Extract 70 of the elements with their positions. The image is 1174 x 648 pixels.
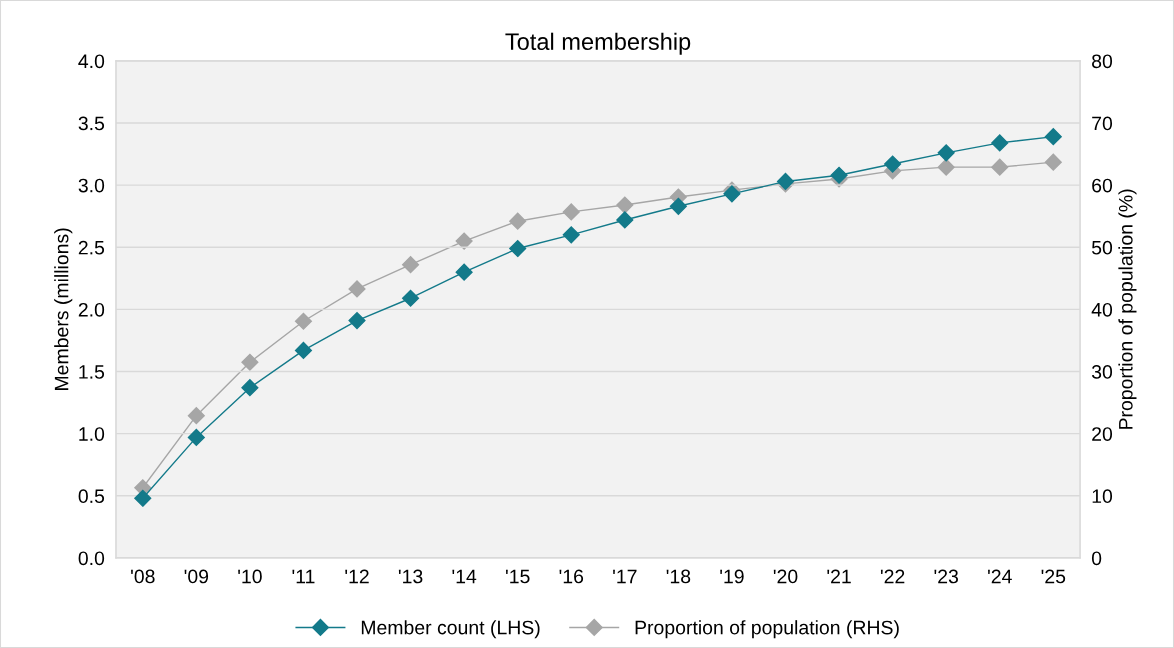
y2-tick-label: 10 [1092, 489, 1113, 504]
x-tick-label: '12 [345, 569, 369, 584]
legend-label: Proportion of population (RHS) [635, 620, 899, 639]
y2-tick-label: 70 [1092, 116, 1113, 131]
point [830, 166, 848, 184]
point [616, 196, 634, 214]
x-tick-label: '23 [934, 569, 958, 584]
legend-label: Member count (LHS) [361, 620, 540, 639]
point [241, 379, 259, 397]
y-tick-label: 3.5 [78, 116, 105, 131]
y-tick-label: 1.0 [79, 427, 105, 441]
y-tick-label: 2.0 [78, 302, 105, 317]
x-tick-label: '13 [398, 569, 423, 584]
point [134, 489, 152, 507]
x-tick-label: '08 [131, 569, 155, 584]
x-tick-label: '10 [238, 569, 262, 584]
y2-tick-label: 80 [1092, 54, 1113, 69]
point [455, 232, 473, 250]
y-tick-label: 3.0 [78, 178, 105, 193]
point [509, 239, 527, 258]
y2-tick-label: 20 [1092, 427, 1113, 441]
y2-tick-label: 0 [1091, 551, 1102, 566]
y-tick-label: 4.0 [78, 54, 105, 69]
point [616, 211, 634, 229]
x-tick-label: '22 [880, 569, 905, 584]
point [669, 197, 687, 215]
point [294, 341, 313, 359]
y2-tick-label: 50 [1091, 240, 1113, 255]
x-tick-label: '19 [720, 569, 744, 584]
y-tick-label: 1.5 [79, 365, 105, 379]
y2-tick-label: 60 [1092, 178, 1113, 193]
x-tick-label: '14 [452, 569, 477, 584]
chart-title: Total membership [505, 32, 691, 55]
point [937, 158, 955, 176]
point [884, 155, 902, 173]
x-tick-label: '25 [1041, 569, 1066, 584]
x-tick-label: '16 [559, 569, 584, 584]
y-axis-title: Members (millions) [54, 228, 73, 390]
x-tick-label: '18 [666, 569, 691, 584]
x-tick-label: '15 [506, 569, 530, 584]
point [723, 185, 741, 203]
y2-axis-title: Proportion of population (%) [1118, 189, 1137, 429]
point [991, 158, 1009, 176]
point [455, 263, 473, 281]
x-tick-label: '24 [988, 569, 1012, 584]
y-tick-label: 0.5 [78, 489, 105, 504]
point [348, 312, 366, 330]
point [509, 212, 527, 230]
point [294, 312, 313, 330]
y-tick-label: 0.0 [78, 551, 105, 566]
point [241, 353, 259, 371]
point [402, 256, 420, 274]
x-tick-label: '11 [292, 569, 315, 584]
x-tick-label: '17 [613, 569, 637, 584]
point [1044, 128, 1062, 146]
point [402, 289, 420, 307]
point [562, 203, 580, 221]
x-tick-label: '09 [184, 569, 209, 584]
point [187, 428, 205, 446]
point [1044, 153, 1062, 171]
y2-tick-label: 40 [1091, 302, 1113, 317]
y2-tick-label: 30 [1091, 365, 1113, 379]
point [991, 134, 1009, 152]
point [187, 407, 205, 425]
x-tick-label: '21 [827, 569, 851, 584]
point [348, 280, 366, 298]
point [937, 144, 955, 162]
point [562, 226, 580, 244]
y-tick-label: 2.5 [78, 240, 105, 255]
x-tick-label: '20 [773, 569, 798, 584]
